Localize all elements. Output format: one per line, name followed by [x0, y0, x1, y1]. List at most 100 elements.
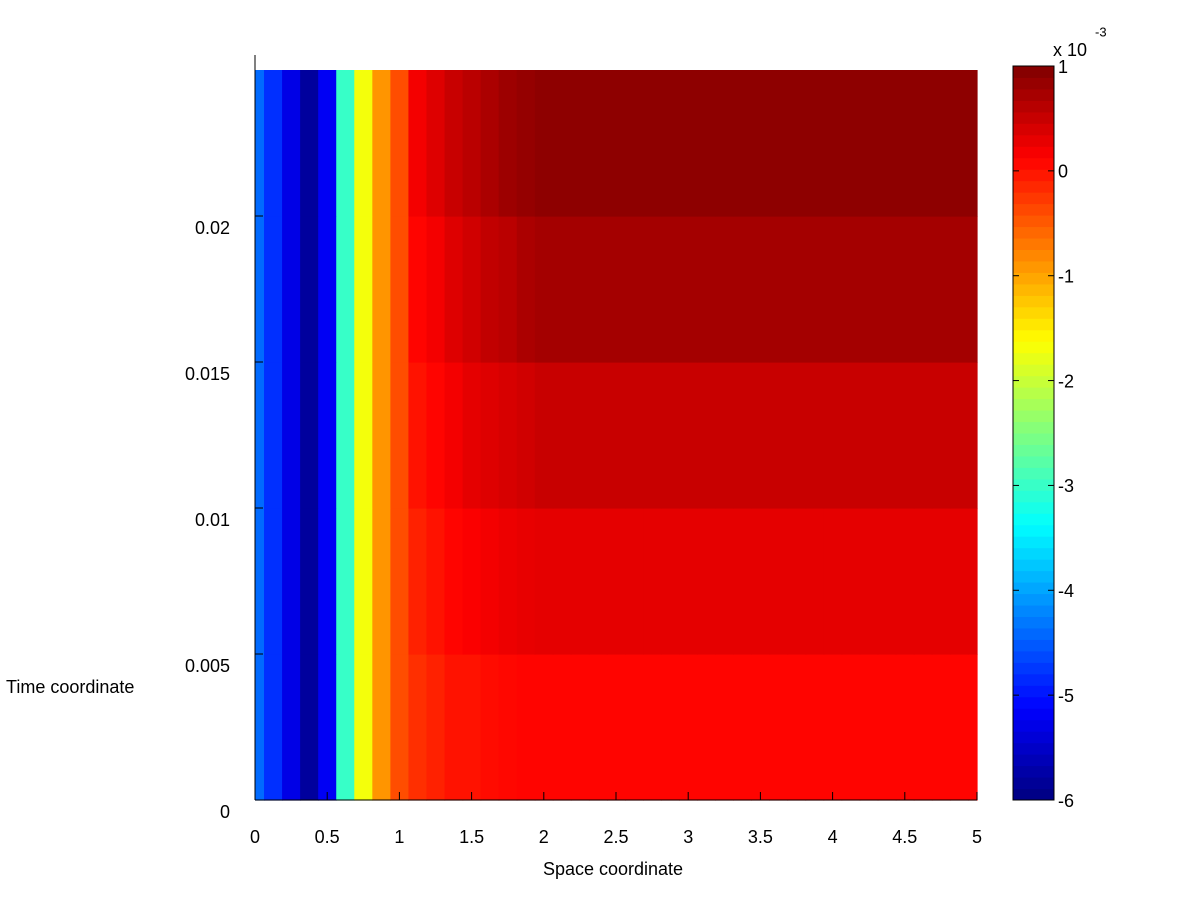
heatmap-cell	[354, 70, 373, 217]
heatmap-cell	[282, 70, 301, 217]
heatmap	[255, 70, 978, 801]
heatmap-cell	[823, 654, 843, 801]
heatmap-cell	[318, 508, 337, 655]
colorbar-tick-label: 1	[1058, 57, 1068, 77]
heatmap-cell	[769, 654, 789, 801]
heatmap-cell	[255, 216, 265, 363]
heatmap-cell	[462, 362, 482, 509]
heatmap-cell	[661, 508, 680, 655]
colorbar-swatch	[1013, 777, 1054, 790]
heatmap-cell	[661, 362, 680, 509]
heatmap-cell	[895, 216, 915, 363]
heatmap-cell	[679, 362, 698, 509]
colorbar-swatch	[1013, 352, 1054, 365]
heatmap-cell	[769, 362, 789, 509]
heatmap-cell	[769, 216, 789, 363]
heatmap-cell	[931, 70, 951, 217]
heatmap-cell	[949, 70, 969, 217]
heatmap-cell	[552, 70, 572, 217]
heatmap-cell	[282, 654, 301, 801]
y-tick-label: 0.015	[185, 364, 230, 384]
colorbar-swatch	[1013, 478, 1054, 491]
heatmap-cell	[841, 216, 861, 363]
heatmap-cell	[715, 654, 734, 801]
heatmap-cell	[913, 508, 933, 655]
heatmap-cell	[480, 654, 500, 801]
colorbar-swatch	[1013, 501, 1054, 514]
heatmap-cell	[823, 216, 843, 363]
heatmap-cell	[498, 362, 518, 509]
heatmap-cell	[679, 654, 698, 801]
heatmap-cell	[697, 654, 716, 801]
heatmap-cell	[426, 654, 446, 801]
heatmap-cell	[733, 654, 752, 801]
colorbar-swatch	[1013, 169, 1054, 182]
colorbar-swatch	[1013, 570, 1054, 583]
colorbar-exponent: -3	[1095, 24, 1107, 39]
colorbar-swatch	[1013, 398, 1054, 411]
heatmap-cell	[588, 654, 608, 801]
heatmap-cell	[733, 70, 752, 217]
heatmap-cell	[606, 508, 626, 655]
colorbar-swatch	[1013, 754, 1054, 767]
heatmap-cell	[444, 508, 464, 655]
heatmap-cell	[552, 654, 572, 801]
heatmap-cell	[354, 508, 373, 655]
colorbar-swatch	[1013, 157, 1054, 170]
heatmap-cell	[255, 508, 265, 655]
heatmap-cell	[967, 216, 978, 363]
heatmap-cell	[498, 508, 518, 655]
heatmap-cell	[606, 70, 626, 217]
heatmap-cell	[733, 362, 752, 509]
heatmap-cell	[570, 216, 590, 363]
heatmap-cell	[877, 654, 897, 801]
heatmap-cell	[805, 362, 825, 509]
heatmap-cell	[480, 216, 500, 363]
heatmap-cell	[679, 216, 698, 363]
colorbar-swatch	[1013, 226, 1054, 239]
y-tick-label: 0.005	[185, 656, 230, 676]
colorbar-swatch	[1013, 249, 1054, 262]
heatmap-cell	[733, 216, 752, 363]
colorbar-swatch	[1013, 455, 1054, 468]
colorbar-swatch	[1013, 238, 1054, 250]
x-tick-label: 4	[828, 827, 838, 847]
heatmap-cell	[372, 216, 391, 363]
colorbar-swatch	[1013, 616, 1054, 629]
colorbar-swatch	[1013, 627, 1054, 640]
heatmap-cell	[733, 508, 752, 655]
heatmap-cell	[625, 654, 644, 801]
colorbar-tick-label: -6	[1058, 791, 1074, 811]
heatmap-cell	[426, 508, 446, 655]
heatmap-cell	[588, 216, 608, 363]
heatmap-cell	[552, 216, 572, 363]
heatmap-cell	[480, 70, 500, 217]
heatmap-cell	[625, 216, 644, 363]
heatmap-cell	[931, 654, 951, 801]
heatmap-cell	[498, 216, 518, 363]
heatmap-cell	[859, 654, 879, 801]
heatmap-cell	[967, 70, 978, 217]
heatmap-cell	[967, 654, 978, 801]
heatmap-cell	[949, 362, 969, 509]
heatmap-cell	[444, 216, 464, 363]
heatmap-cell	[552, 508, 572, 655]
colorbar-swatch	[1013, 410, 1054, 423]
heatmap-cell	[787, 362, 807, 509]
heatmap-cell	[931, 508, 951, 655]
heatmap-cell	[859, 70, 879, 217]
heatmap-cell	[390, 362, 410, 509]
heatmap-cell	[967, 362, 978, 509]
heatmap-cell	[372, 70, 391, 217]
heatmap-cell	[282, 362, 301, 509]
colorbar-swatch	[1013, 444, 1054, 457]
heatmap-cell	[823, 508, 843, 655]
heatmap-cell	[697, 216, 716, 363]
heatmap-cell	[516, 216, 536, 363]
heatmap-cell	[426, 70, 446, 217]
x-tick-label: 2	[539, 827, 549, 847]
heatmap-cell	[715, 362, 734, 509]
heatmap-cell	[643, 508, 662, 655]
colorbar-frame	[1012, 65, 1055, 801]
heatmap-cell	[715, 70, 734, 217]
